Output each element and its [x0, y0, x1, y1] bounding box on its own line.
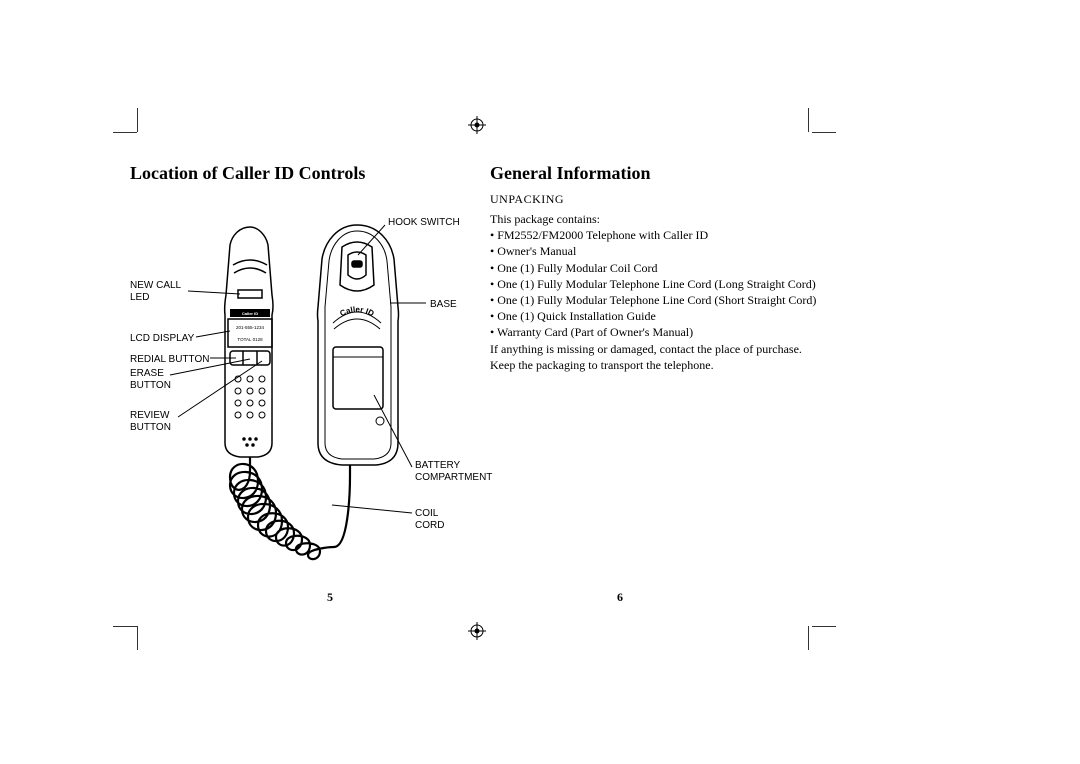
lcd-caller-id-label: Caller ID	[242, 311, 258, 316]
lcd-line-number: 201-555-1234	[236, 325, 265, 330]
bullet-item: • One (1) Fully Modular Telephone Line C…	[490, 292, 860, 308]
right-page: General Information UNPACKING This packa…	[490, 155, 860, 373]
crop-mark	[808, 626, 809, 650]
right-heading: General Information	[490, 163, 860, 184]
crop-mark	[808, 108, 809, 132]
diagram-area: NEW CALL LED LCD DISPLAY REDIAL BUTTON E…	[130, 195, 470, 595]
bullet-item: • One (1) Fully Modular Coil Cord	[490, 260, 860, 276]
registration-mark-icon	[468, 622, 486, 640]
callout-base: BASE	[430, 299, 457, 311]
bullet-item: • One (1) Quick Installation Guide	[490, 308, 860, 324]
callout-battery-compartment: BATTERY COMPARTMENT	[415, 460, 492, 483]
callout-new-call-led: NEW CALL LED	[130, 280, 181, 303]
crop-mark	[113, 626, 137, 627]
page-container: Location of Caller ID Controls NEW CALL …	[0, 0, 1080, 764]
crop-mark	[137, 108, 138, 132]
svg-text:Caller ID: Caller ID	[338, 305, 375, 318]
callout-lcd-display: LCD DISPLAY	[130, 333, 194, 345]
bullet-item: • One (1) Fully Modular Telephone Line C…	[490, 276, 860, 292]
lcd-line-total: TOTAL 0128	[237, 337, 263, 342]
callout-review-button: REVIEW BUTTON	[130, 410, 171, 433]
bullet-item: • Warranty Card (Part of Owner's Manual)	[490, 324, 860, 340]
base-caller-id-label: Caller ID	[338, 305, 375, 318]
unpacking-subhead: UNPACKING	[490, 192, 860, 207]
package-intro: This package contains:	[490, 211, 860, 227]
bullet-item: • Owner's Manual	[490, 243, 860, 259]
callout-erase-button: ERASE BUTTON	[130, 368, 171, 391]
page-number-left: 5	[324, 590, 336, 605]
note-missing: If anything is missing or damaged, conta…	[490, 341, 860, 357]
callout-hook-switch: HOOK SWITCH	[388, 217, 460, 229]
crop-mark	[137, 626, 138, 650]
left-page: Location of Caller ID Controls	[130, 155, 500, 192]
crop-mark	[113, 132, 137, 133]
callout-coil-cord: COIL CORD	[415, 508, 470, 531]
left-heading: Location of Caller ID Controls	[130, 163, 500, 184]
registration-mark-icon	[468, 116, 486, 134]
page-number-right: 6	[614, 590, 626, 605]
crop-mark	[812, 132, 836, 133]
phone-diagram: Caller ID 201-555-1234 TOTAL 0128 Caller…	[130, 195, 470, 595]
crop-mark	[812, 626, 836, 627]
callout-redial-button: REDIAL BUTTON	[130, 354, 209, 366]
bullet-item: • FM2552/FM2000 Telephone with Caller ID	[490, 227, 860, 243]
note-packaging: Keep the packaging to transport the tele…	[490, 357, 860, 373]
